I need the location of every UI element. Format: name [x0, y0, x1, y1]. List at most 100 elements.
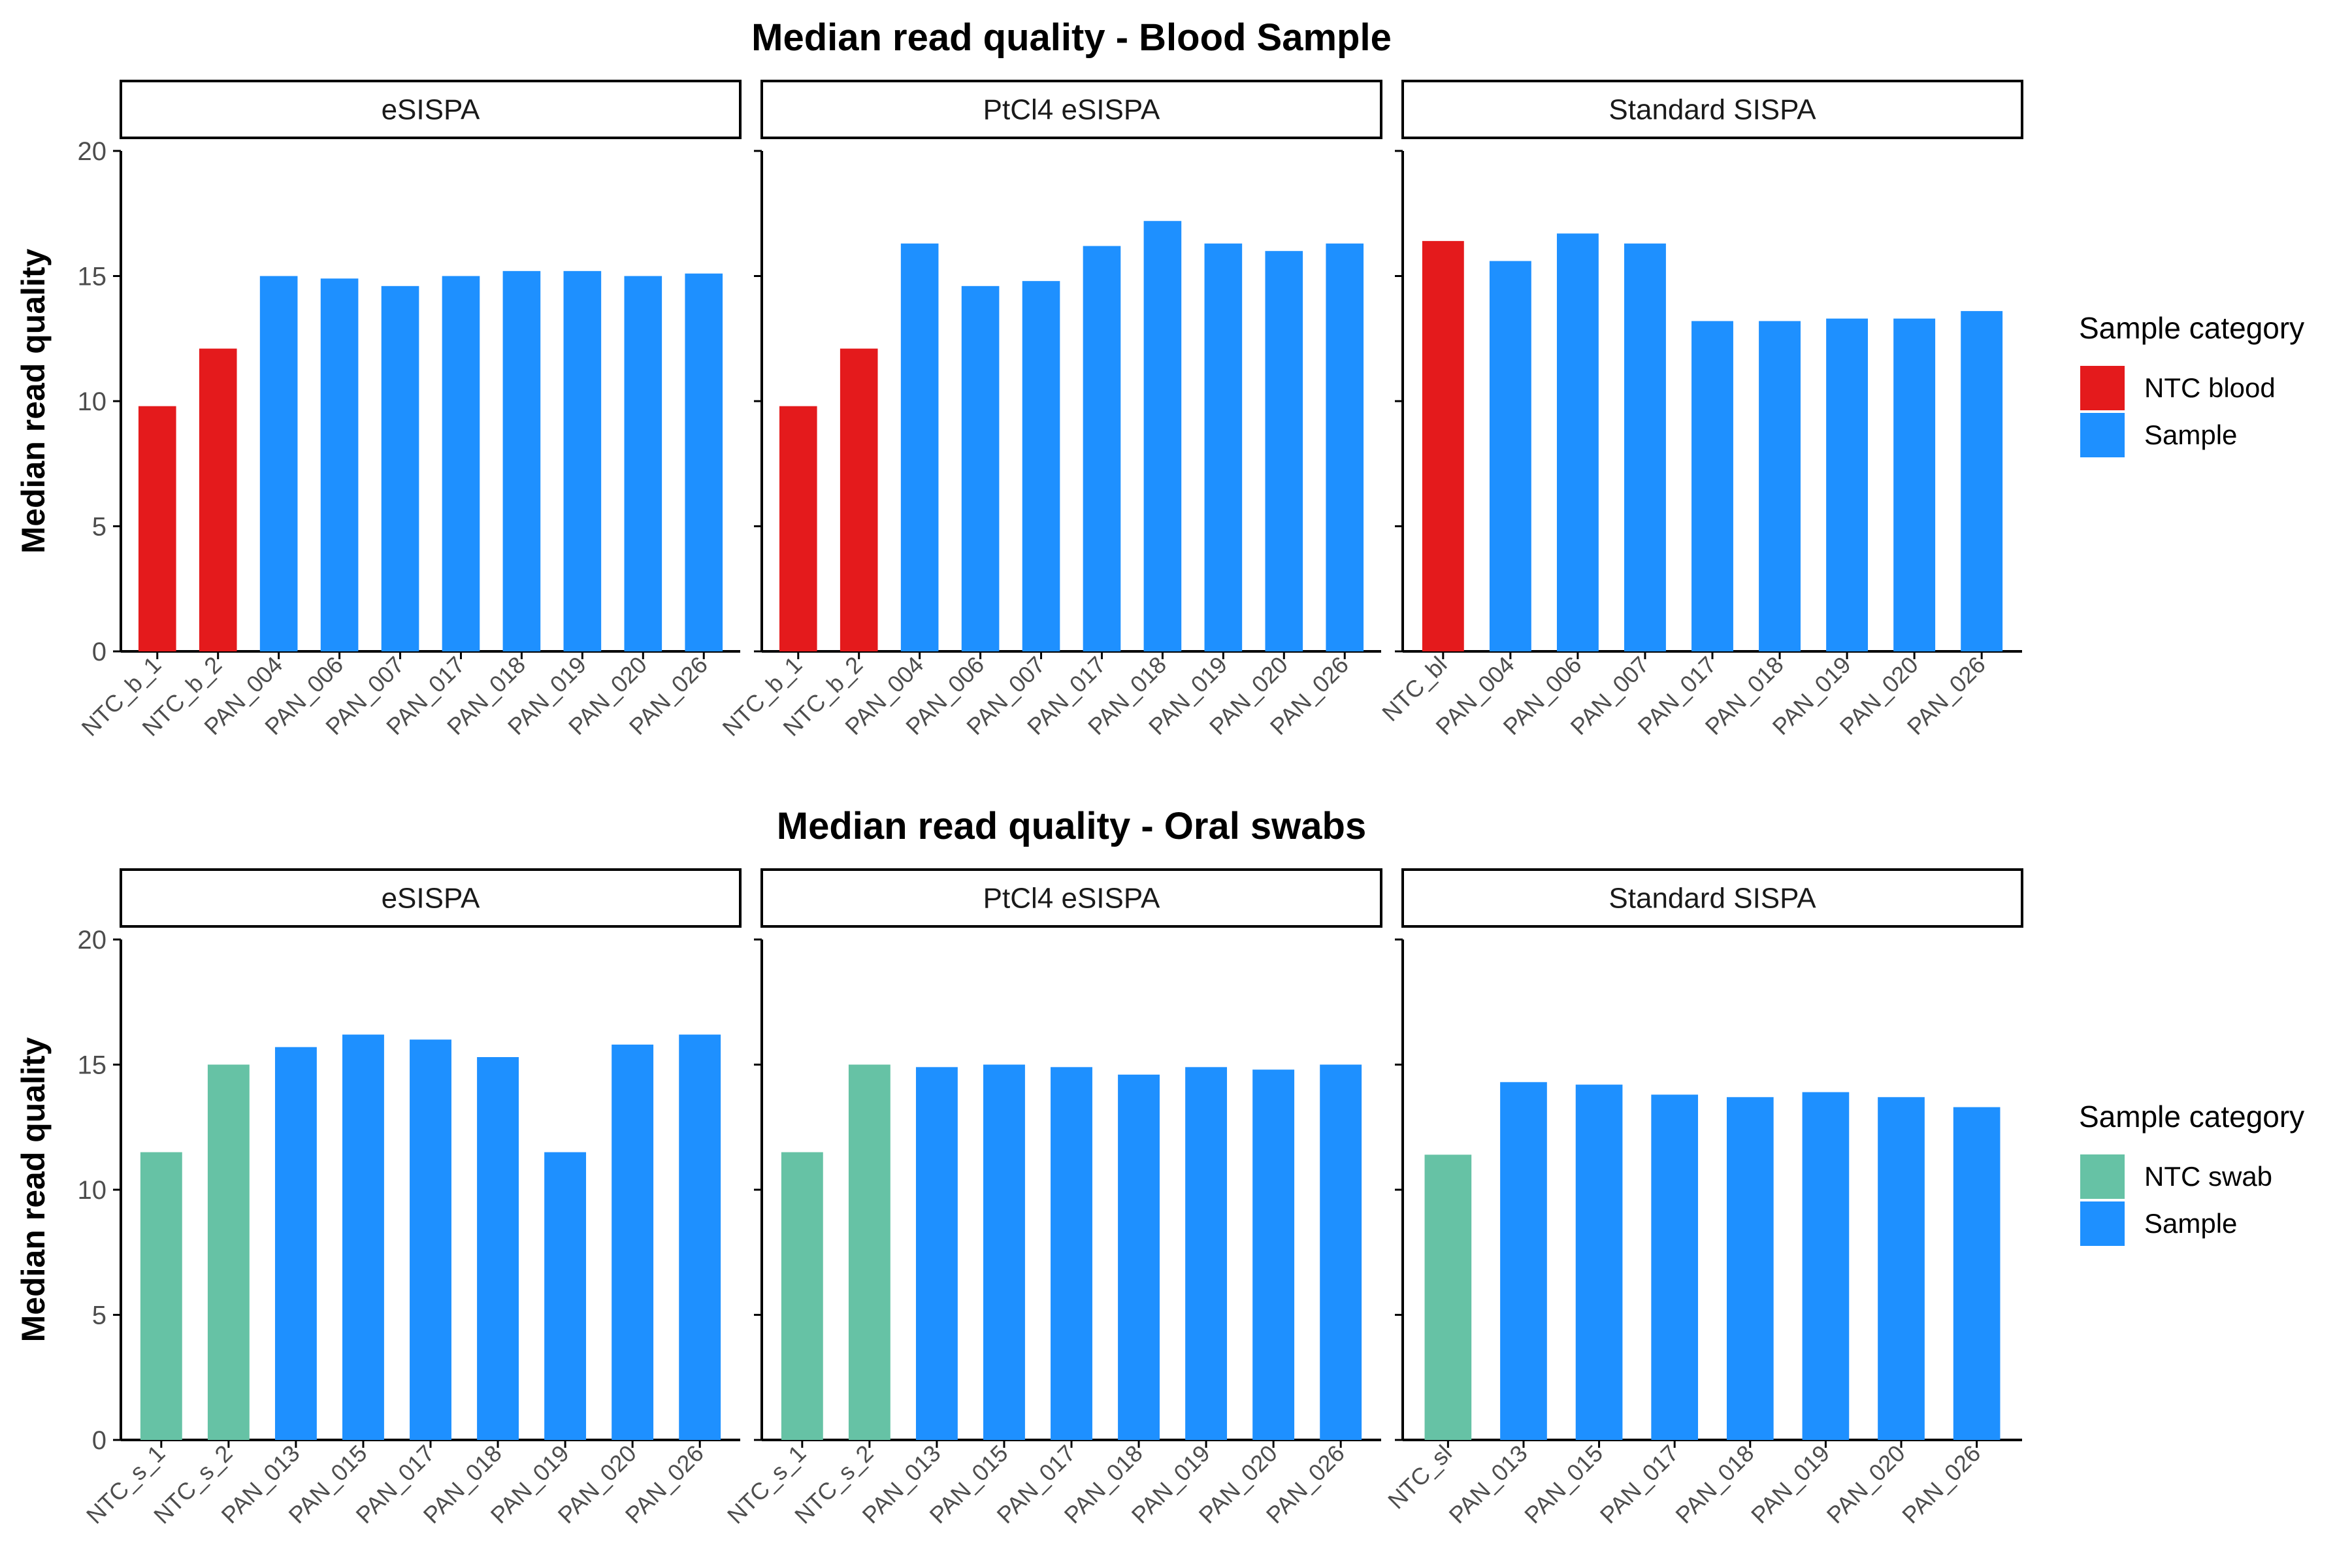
bar: [1651, 1094, 1699, 1440]
bar: [502, 270, 541, 652]
bar: [1424, 1154, 1472, 1440]
facet-label: eSISPA: [382, 94, 480, 126]
facet-label: Standard SISPA: [1609, 94, 1816, 126]
bar: [1118, 1074, 1160, 1440]
legend-key: [2080, 1154, 2125, 1199]
facet-strip: [120, 80, 742, 139]
bar: [1726, 1097, 1774, 1440]
bar: [961, 286, 1000, 651]
y-tick-label: 15: [78, 1051, 107, 1080]
facet-strip: [760, 80, 1382, 139]
bar: [679, 1034, 721, 1440]
bar: [1878, 1097, 1925, 1440]
facet-label: PtCl4 eSISPA: [983, 883, 1160, 915]
bar: [1575, 1085, 1623, 1440]
y-tick-label: 5: [92, 1301, 106, 1330]
y-tick-label: 0: [92, 1426, 106, 1455]
bar: [1143, 221, 1182, 651]
bar: [624, 276, 662, 651]
bar: [381, 286, 419, 651]
y-tick-label: 10: [78, 1176, 107, 1205]
bar: [138, 406, 176, 651]
bar: [1556, 233, 1599, 651]
facet-strip: [120, 868, 742, 928]
y-axis-title: Median read quality: [15, 1037, 52, 1342]
bar: [612, 1044, 654, 1440]
bar: [685, 273, 723, 651]
y-tick-label: 10: [78, 387, 107, 416]
bar: [1320, 1064, 1362, 1440]
bar: [477, 1057, 519, 1440]
bar: [900, 243, 939, 652]
bar: [199, 348, 237, 651]
bar: [410, 1039, 451, 1440]
facet-strip: [760, 868, 1382, 928]
bar: [848, 1064, 890, 1440]
legend-title: Sample category: [2079, 311, 2304, 345]
bar: [1826, 318, 1869, 651]
y-tick-label: 20: [78, 137, 107, 166]
bar: [1893, 318, 1936, 651]
bar: [259, 276, 298, 651]
bar: [1022, 281, 1060, 651]
x-tick-label: PAN_015: [1519, 1440, 1608, 1529]
bar: [1961, 311, 2003, 651]
x-tick-label: PAN_017: [1595, 1440, 1684, 1529]
bar: [563, 270, 602, 652]
bar: [779, 406, 817, 651]
y-tick-label: 15: [78, 263, 107, 291]
facet-strip: [1401, 868, 2023, 928]
bar: [140, 1152, 182, 1440]
bar: [983, 1064, 1025, 1440]
bar: [207, 1064, 250, 1440]
bar: [1953, 1107, 2001, 1440]
bar: [342, 1034, 384, 1440]
bar: [1252, 1070, 1295, 1440]
facet-label: eSISPA: [382, 883, 480, 915]
bar: [320, 278, 359, 652]
legend-label: NTC blood: [2144, 372, 2276, 403]
bar: [1489, 261, 1531, 651]
bar: [1185, 1067, 1228, 1440]
chart-title: Median read quality - Oral swabs: [777, 805, 1366, 847]
bar: [274, 1047, 317, 1440]
y-axis-title: Median read quality: [15, 248, 52, 553]
facet-strip: [1401, 80, 2023, 139]
y-tick-label: 20: [78, 926, 107, 955]
bar: [1422, 240, 1464, 651]
bar: [1051, 1067, 1092, 1440]
legend-key: [2080, 1201, 2125, 1246]
legend-title: Sample category: [2079, 1100, 2304, 1134]
x-tick-label: NTC_sl: [1382, 1440, 1457, 1514]
bar: [1083, 246, 1121, 651]
bar: [1691, 321, 1733, 651]
legend-key: [2080, 413, 2125, 457]
x-tick-label: PAN_019: [1746, 1440, 1835, 1529]
bar: [840, 348, 878, 651]
bar: [915, 1067, 958, 1440]
legend-label: Sample: [2144, 419, 2237, 450]
bar: [1624, 243, 1666, 652]
bar: [1326, 243, 1364, 652]
y-tick-label: 5: [92, 513, 106, 542]
bar: [442, 276, 480, 651]
bar: [781, 1152, 823, 1440]
bar: [1500, 1082, 1547, 1440]
legend-label: NTC swab: [2144, 1161, 2272, 1192]
legend-key: [2080, 366, 2125, 410]
bar: [1204, 243, 1243, 652]
bar: [1265, 251, 1303, 651]
x-tick-label: PAN_020: [1821, 1440, 1910, 1529]
bar: [544, 1152, 587, 1440]
y-tick-label: 0: [92, 638, 106, 666]
facet-label: Standard SISPA: [1609, 883, 1816, 915]
facet-label: PtCl4 eSISPA: [983, 94, 1160, 126]
x-tick-label: PAN_026: [1897, 1440, 1985, 1529]
legend-label: Sample: [2144, 1208, 2237, 1239]
x-tick-label: PAN_018: [1670, 1440, 1759, 1529]
chart-title: Median read quality - Blood Sample: [751, 16, 1392, 59]
bar: [1759, 321, 1801, 651]
bar: [1802, 1092, 1850, 1440]
x-tick-label: PAN_013: [1444, 1440, 1533, 1529]
